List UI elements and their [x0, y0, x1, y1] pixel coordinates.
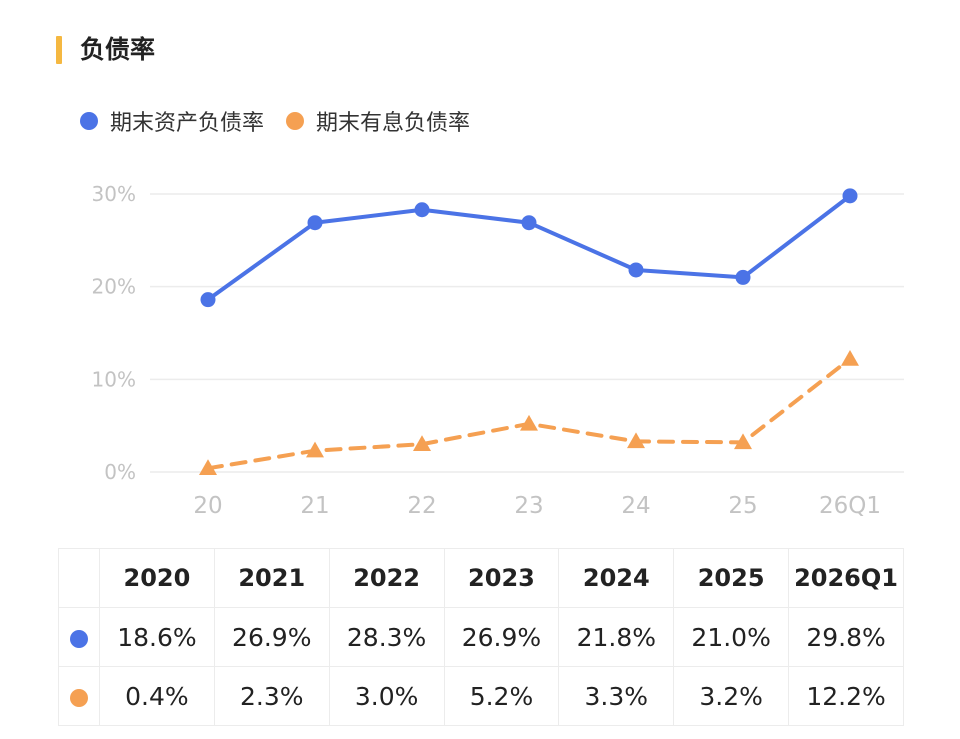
- data-point: [521, 215, 537, 231]
- table-cell: 28.3%: [328, 607, 445, 667]
- data-point: [520, 414, 538, 431]
- y-tick-label: 20%: [92, 275, 136, 299]
- data-point: [200, 292, 216, 308]
- x-tick-label: 21: [300, 493, 329, 519]
- x-tick-label: 22: [407, 493, 436, 519]
- legend-item-series-1[interactable]: 期末资产负债率: [80, 105, 264, 137]
- legend-item-series-2[interactable]: 期末有息负债率: [286, 105, 470, 137]
- table-header-cell: 2026Q1: [788, 548, 904, 608]
- table-cell: 26.9%: [443, 607, 560, 667]
- y-tick-label: 10%: [92, 367, 136, 391]
- table-cell: 2.3%: [213, 666, 330, 726]
- table-header-cell: 2025: [673, 548, 790, 608]
- table-cell: 3.2%: [673, 666, 790, 726]
- x-tick-label: 23: [514, 493, 543, 519]
- data-point: [627, 432, 645, 449]
- data-point: [735, 269, 751, 285]
- chart-title: 负债率: [80, 35, 156, 64]
- table-row-marker-cell: [58, 607, 100, 667]
- table-row-series-2: 0.4% 2.3% 3.0% 5.2% 3.3% 3.2% 12.2%: [58, 666, 904, 726]
- table-cell: 18.6%: [99, 607, 215, 667]
- table-header-cell: 2024: [558, 548, 675, 608]
- y-tick-label: 0%: [104, 460, 136, 484]
- title-accent-bar: [56, 36, 62, 64]
- y-tick-label: 30%: [92, 182, 136, 206]
- line-chart: 0% 10% 20% 30% 20 21 22 23 24 25 26Q1: [92, 182, 904, 519]
- data-point: [841, 349, 859, 366]
- data-point: [199, 459, 217, 476]
- table-header-cell: 2022: [328, 548, 445, 608]
- data-point: [306, 441, 324, 458]
- table-cell: 21.0%: [673, 607, 790, 667]
- table-cell: 26.9%: [213, 607, 330, 667]
- series-line-2: [206, 356, 852, 471]
- data-point: [628, 262, 644, 278]
- table-cell: 3.3%: [558, 666, 675, 726]
- x-tick-label: 25: [728, 493, 757, 519]
- legend-label-series-1: 期末资产负债率: [110, 111, 265, 136]
- table-cell: 5.2%: [443, 666, 560, 726]
- data-point: [734, 433, 752, 450]
- data-point: [413, 435, 431, 451]
- row-marker-series-1: [70, 629, 88, 648]
- table-cell: 12.2%: [788, 666, 904, 726]
- table-row-series-1: 18.6% 26.9% 28.3% 26.9% 21.8% 21.0% 29.8…: [58, 607, 904, 667]
- data-table: 2020 2021 2022 2023 2024 2025 2026Q1 18.…: [58, 548, 904, 726]
- data-point: [414, 202, 430, 218]
- x-tick-label: 26Q1: [819, 493, 881, 519]
- data-point: [307, 215, 323, 231]
- chart-legend: 期末资产负债率 期末有息负债率: [80, 103, 492, 139]
- table-header-row: 2020 2021 2022 2023 2024 2025 2026Q1: [58, 548, 904, 608]
- data-point: [842, 188, 858, 204]
- legend-marker-series-2: [286, 112, 305, 130]
- table-header-cell: 2021: [213, 548, 330, 608]
- x-tick-label: 24: [621, 493, 650, 519]
- series-line-1: [206, 193, 852, 302]
- table-cell: 0.4%: [99, 666, 215, 726]
- table-row-marker-cell: [58, 666, 100, 726]
- table-header-cell: 2020: [99, 548, 215, 608]
- legend-label-series-2: 期末有息负债率: [316, 111, 471, 136]
- x-tick-label: 20: [193, 493, 222, 519]
- row-marker-series-2: [70, 688, 88, 707]
- table-cell: 3.0%: [328, 666, 445, 726]
- table-header-cell: 2023: [443, 548, 560, 608]
- table-cell: 29.8%: [788, 607, 904, 667]
- legend-marker-series-1: [80, 112, 98, 130]
- table-corner-cell: [58, 548, 100, 608]
- table-cell: 21.8%: [558, 607, 675, 667]
